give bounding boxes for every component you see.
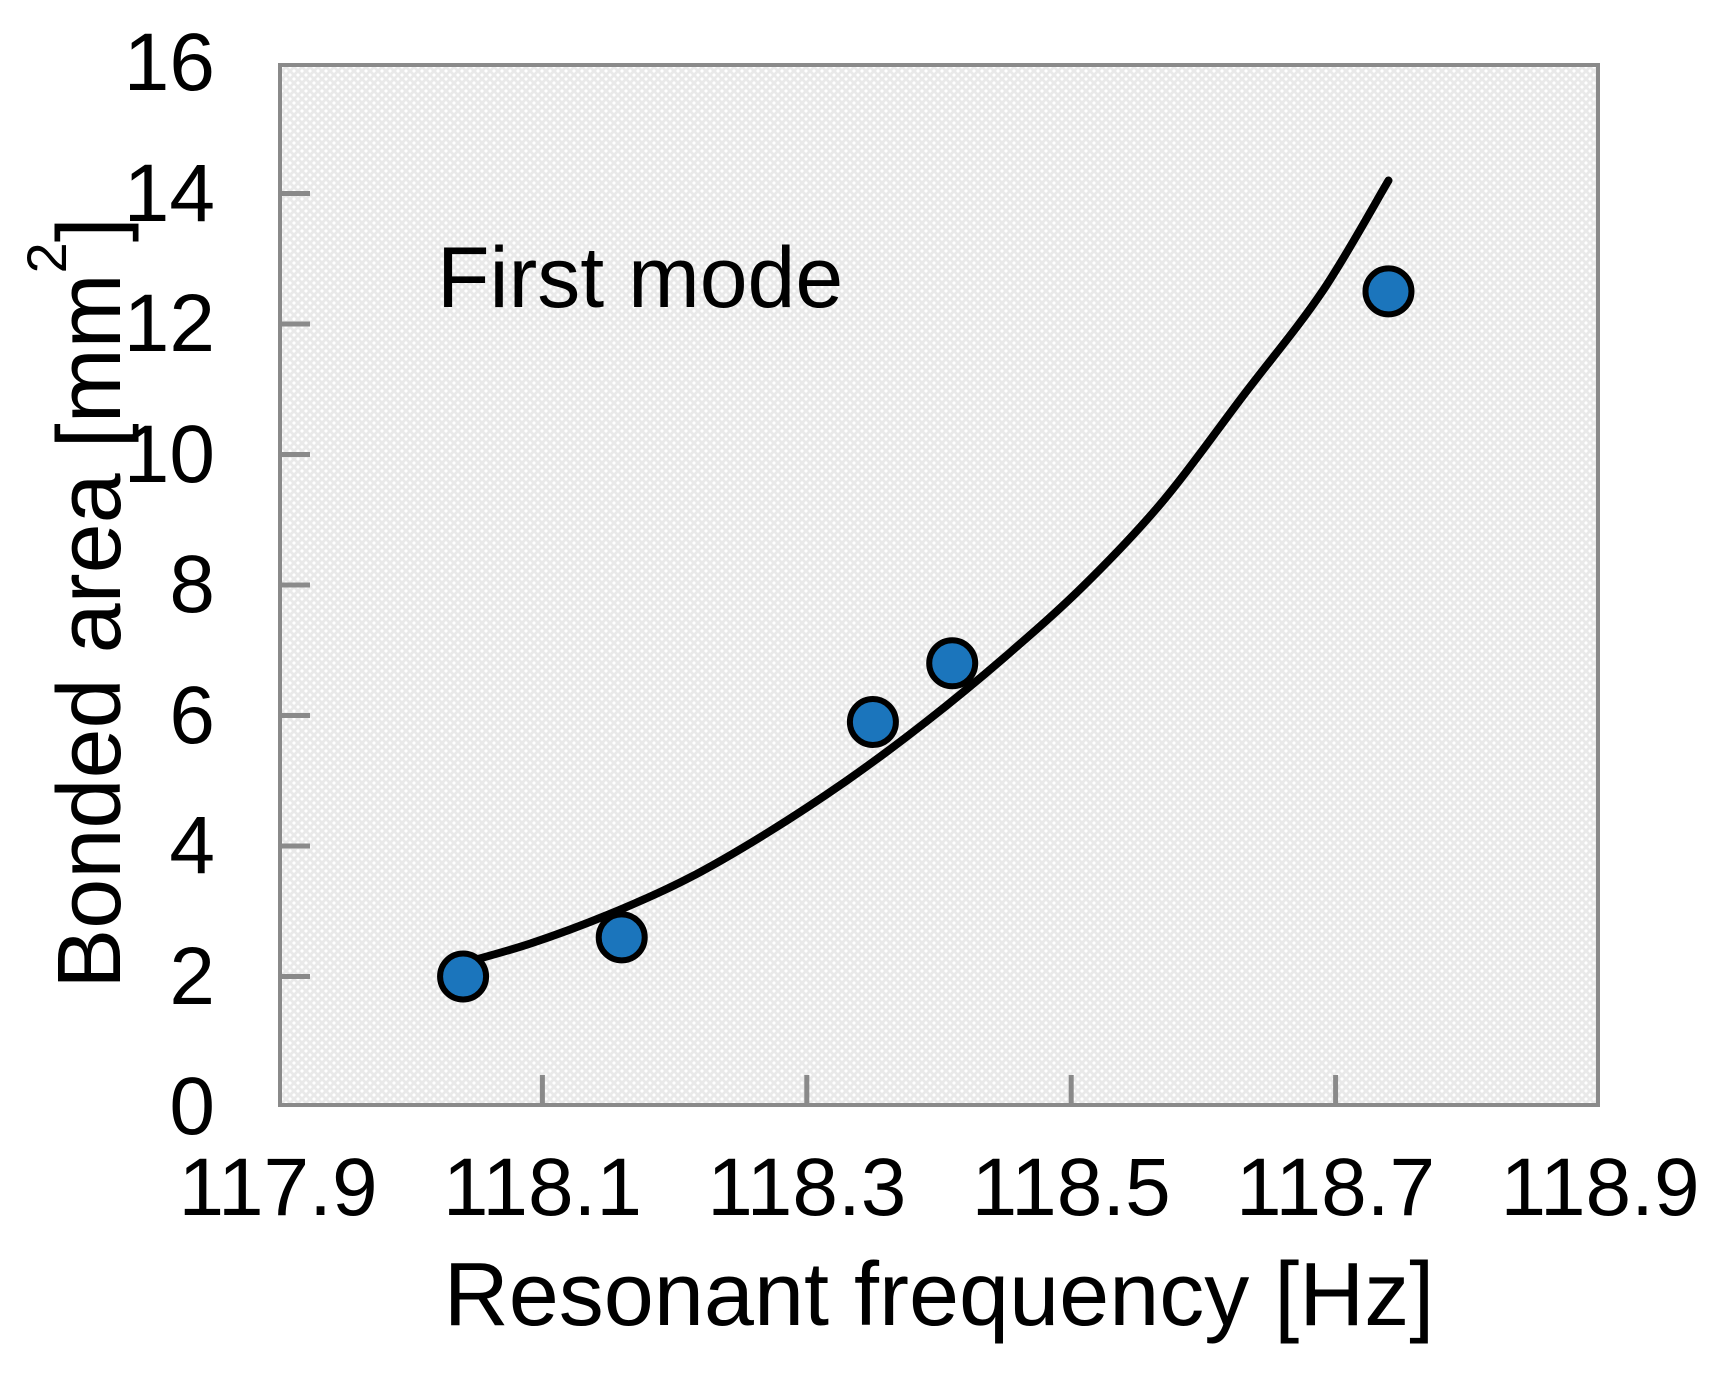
- y-tick-label: 6: [169, 669, 215, 761]
- plot-area: [278, 63, 1600, 1107]
- y-tick-label: 8: [169, 539, 215, 630]
- annotation-first-mode: First mode: [437, 230, 844, 326]
- data-point: [1362, 265, 1415, 318]
- y-tick-label: 14: [123, 147, 215, 239]
- x-tick-label: 118.7: [1236, 1142, 1436, 1233]
- y-tick-label: 16: [123, 17, 215, 108]
- y-tick-label: 12: [123, 278, 215, 369]
- y-axis-title-superscript: 2: [14, 242, 78, 274]
- x-tick-label: 117.9: [178, 1142, 378, 1233]
- y-tick-label: 4: [169, 800, 215, 891]
- y-tick-label: 10: [123, 408, 215, 500]
- x-axis-title: Resonant frequency [Hz]: [443, 1245, 1435, 1345]
- y-tick-label: 0: [169, 1061, 215, 1152]
- y-tick-label: 2: [169, 930, 215, 1022]
- data-point: [926, 637, 979, 690]
- data-point: [437, 950, 490, 1003]
- trend-line: [445, 176, 1393, 971]
- x-tick-label: 118.5: [971, 1142, 1171, 1233]
- x-tick-label: 118.1: [442, 1142, 642, 1233]
- x-tick-label: 118.3: [707, 1142, 907, 1233]
- data-point: [595, 911, 648, 964]
- x-tick-label: 118.9: [1500, 1142, 1700, 1233]
- data-point: [846, 696, 899, 749]
